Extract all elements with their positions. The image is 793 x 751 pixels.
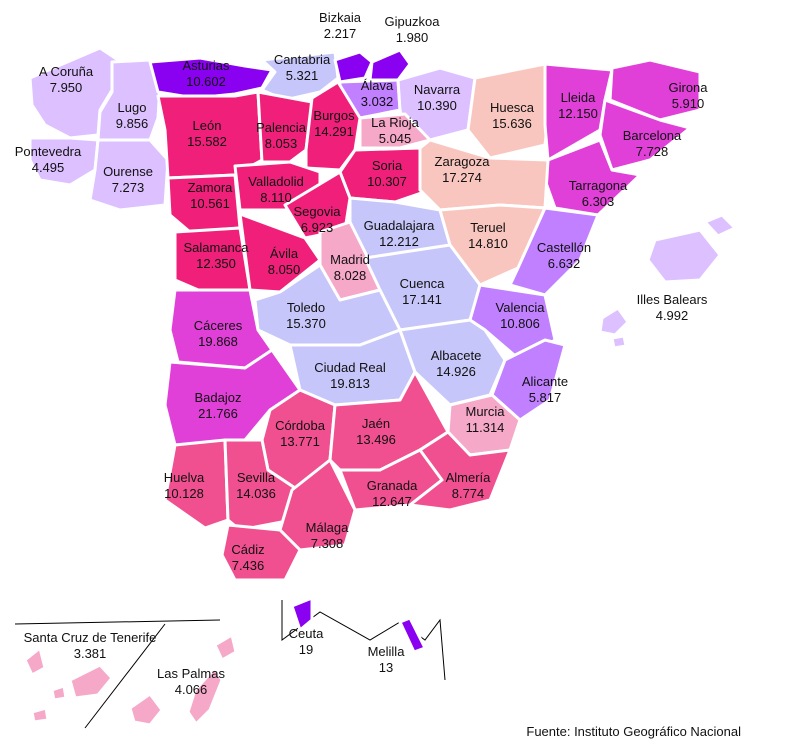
- province-almeria[interactable]: [408, 430, 512, 512]
- province-baleares-ibiza[interactable]: [598, 306, 630, 337]
- label-melilla: Melilla 13: [367, 644, 405, 675]
- label-lleida: Lleida 12.150: [558, 90, 598, 121]
- label-segovia: Segovia 6.923: [293, 204, 341, 235]
- label-baleares: Illes Balears 4.992: [636, 292, 708, 323]
- label-zamora: Zamora 10.561: [187, 180, 233, 211]
- label-badajoz: Badajoz 21.766: [194, 390, 242, 421]
- province-larioja[interactable]: [358, 112, 432, 150]
- province-baleares-formentera[interactable]: [610, 334, 628, 350]
- province-palencia[interactable]: [256, 90, 314, 164]
- label-bizkaia: Bizkaia 2.217: [319, 10, 361, 41]
- label-palencia: Palencia 8.053: [256, 120, 306, 151]
- label-caceres: Cáceres 19.868: [193, 318, 243, 349]
- label-gipuzkoa: Gipuzkoa 1.980: [384, 14, 440, 45]
- province-toledo[interactable]: [253, 263, 402, 347]
- source-note: Fuente: Instituto Geográfico Nacional: [526, 724, 741, 739]
- label-navarra: Navarra 10.390: [413, 82, 461, 113]
- label-lugo: Lugo 9.856: [115, 100, 149, 131]
- canarias-divider-line: [84, 623, 166, 729]
- label-teruel: Teruel 14.810: [468, 220, 508, 251]
- province-barcelona[interactable]: [598, 98, 692, 172]
- label-castellon: Castellón 6.632: [536, 240, 592, 271]
- label-larioja: La Rioja 5.045: [371, 115, 419, 146]
- label-girona: Girona 5.910: [668, 80, 708, 111]
- label-ciudadreal: Ciudad Real 19.813: [314, 360, 386, 391]
- label-coruna: A Coruña 7.950: [38, 64, 94, 95]
- label-valencia: Valencia 10.806: [495, 300, 545, 331]
- province-girona[interactable]: [608, 58, 702, 122]
- label-malaga: Málaga 7.308: [305, 520, 349, 551]
- label-tarragona: Tarragona 6.303: [568, 178, 628, 209]
- label-granada: Granada 12.647: [366, 478, 418, 509]
- label-jaen: Jaén 13.496: [356, 416, 396, 447]
- label-cuenca: Cuenca 17.141: [399, 276, 445, 307]
- province-segovia[interactable]: [283, 170, 352, 240]
- label-avila: Ávila 8.050: [267, 246, 301, 277]
- province-tenerife-lapalma[interactable]: [23, 646, 47, 677]
- province-baleares-mallorca[interactable]: [646, 228, 722, 284]
- province-avila[interactable]: [238, 212, 322, 294]
- label-burgos: Burgos 14.291: [313, 108, 355, 139]
- province-gipuzkoa[interactable]: [368, 48, 412, 82]
- province-ceuta[interactable]: [290, 596, 314, 632]
- province-huelva[interactable]: [163, 438, 230, 530]
- label-asturias: Asturias 10.602: [182, 58, 230, 89]
- label-ourense: Ourense 7.273: [103, 164, 153, 195]
- label-almeria: Almería 8.774: [445, 470, 491, 501]
- province-baleares-menorca[interactable]: [703, 213, 737, 238]
- label-barcelona: Barcelona 7.728: [622, 128, 682, 159]
- label-salamanca: Salamanca 12.350: [183, 240, 249, 271]
- label-alava: Álava 3.032: [360, 78, 394, 109]
- province-laspalmas-fuerteventura[interactable]: [186, 666, 224, 726]
- province-laspalmas-grancanaria[interactable]: [128, 692, 164, 727]
- label-tenerife: Santa Cruz de Tenerife 3.381: [23, 630, 157, 661]
- label-huelva: Huelva 10.128: [163, 470, 205, 501]
- province-cadiz[interactable]: [220, 523, 302, 582]
- label-zaragoza: Zaragoza 17.274: [434, 154, 490, 185]
- label-toledo: Toledo 15.370: [286, 300, 326, 331]
- province-laspalmas-lanzarote[interactable]: [213, 633, 238, 662]
- label-albacete: Albacete 14.926: [430, 348, 482, 379]
- label-sevilla: Sevilla 14.036: [236, 470, 276, 501]
- label-murcia: Murcia 11.314: [465, 404, 505, 435]
- province-tenerife-hierro[interactable]: [30, 706, 50, 724]
- province-melilla[interactable]: [398, 616, 427, 654]
- label-ceuta: Ceuta 19: [288, 626, 324, 657]
- province-tenerife-island[interactable]: [68, 663, 114, 700]
- label-cantabria: Cantabria 5.321: [273, 52, 331, 83]
- province-cantabria[interactable]: [260, 50, 340, 102]
- label-pontevedra: Pontevedra 4.495: [14, 144, 82, 175]
- province-tenerife-gomera[interactable]: [50, 684, 68, 702]
- label-huesca: Huesca 15.636: [489, 100, 535, 131]
- label-guadalajara: Guadalajara 12.212: [363, 218, 435, 249]
- label-cordoba: Córdoba 13.771: [275, 418, 325, 449]
- label-valladolid: Valladolid 8.110: [248, 174, 304, 205]
- label-alicante: Alicante 5.817: [521, 374, 569, 405]
- province-pontevedra[interactable]: [28, 136, 100, 187]
- label-laspalmas: Las Palmas 4.066: [157, 666, 225, 697]
- label-cadiz: Cádiz 7.436: [231, 542, 265, 573]
- province-bizkaia[interactable]: [333, 50, 374, 84]
- province-ourense[interactable]: [88, 138, 170, 212]
- label-leon: León 15.582: [187, 118, 227, 149]
- north-africa-coastline: [281, 600, 446, 681]
- label-madrid: Madrid 8.028: [330, 252, 370, 283]
- label-soria: Soria 10.307: [367, 158, 407, 189]
- canarias-top-line: [14, 619, 221, 625]
